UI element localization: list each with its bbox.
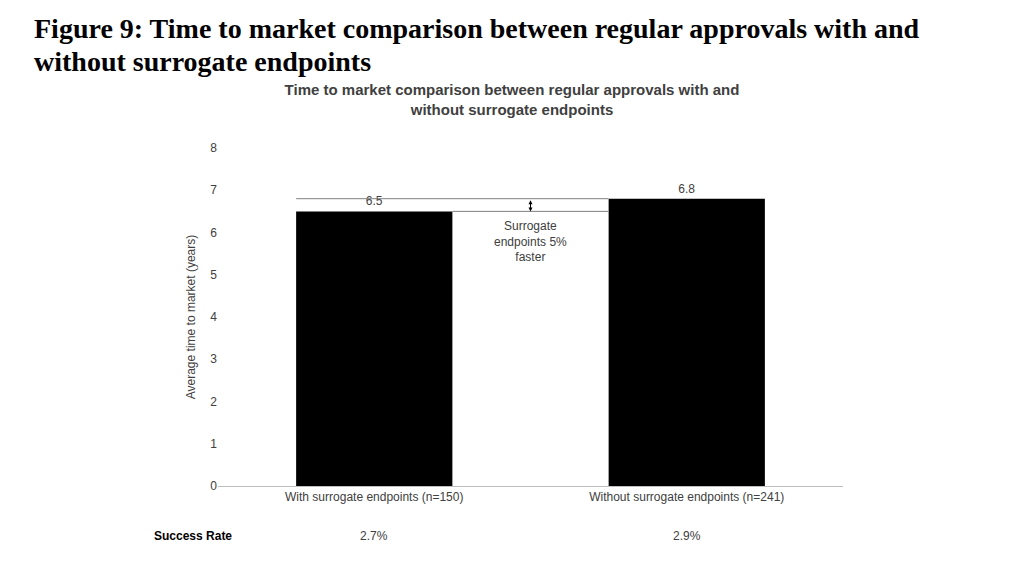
svg-text:3: 3 [210,352,217,366]
html-text:Figure 9: Time to market compa: Figure 9: Time to market comparison betw… [34,13,920,77]
svg-text:6.8: 6.8 [678,182,695,196]
svg-text:5: 5 [210,268,217,282]
svg-text:2.9%: 2.9% [673,529,701,543]
svg-text:Success Rate: Success Rate [154,529,232,543]
svg-text:2.7%: 2.7% [360,529,388,543]
svg-text:0: 0 [210,479,217,493]
svg-text:Surrogateendpoints 5%faster: Surrogateendpoints 5%faster [494,219,567,264]
svg-text:Time to market comparison betw: Time to market comparison between regula… [285,81,740,118]
svg-text:2: 2 [210,395,217,409]
svg-text:6: 6 [210,226,217,240]
svg-text:Average time to market (years): Average time to market (years) [184,235,198,400]
svg-text:8: 8 [210,141,217,155]
svg-text:7: 7 [210,183,217,197]
svg-text:6.5: 6.5 [366,194,383,208]
svg-text:1: 1 [210,437,217,451]
svg-text:Without surrogate endpoints (n: Without surrogate endpoints (n=241) [589,490,784,504]
svg-text:With surrogate endpoints (n=15: With surrogate endpoints (n=150) [285,490,463,504]
svg-text:4: 4 [210,310,217,324]
